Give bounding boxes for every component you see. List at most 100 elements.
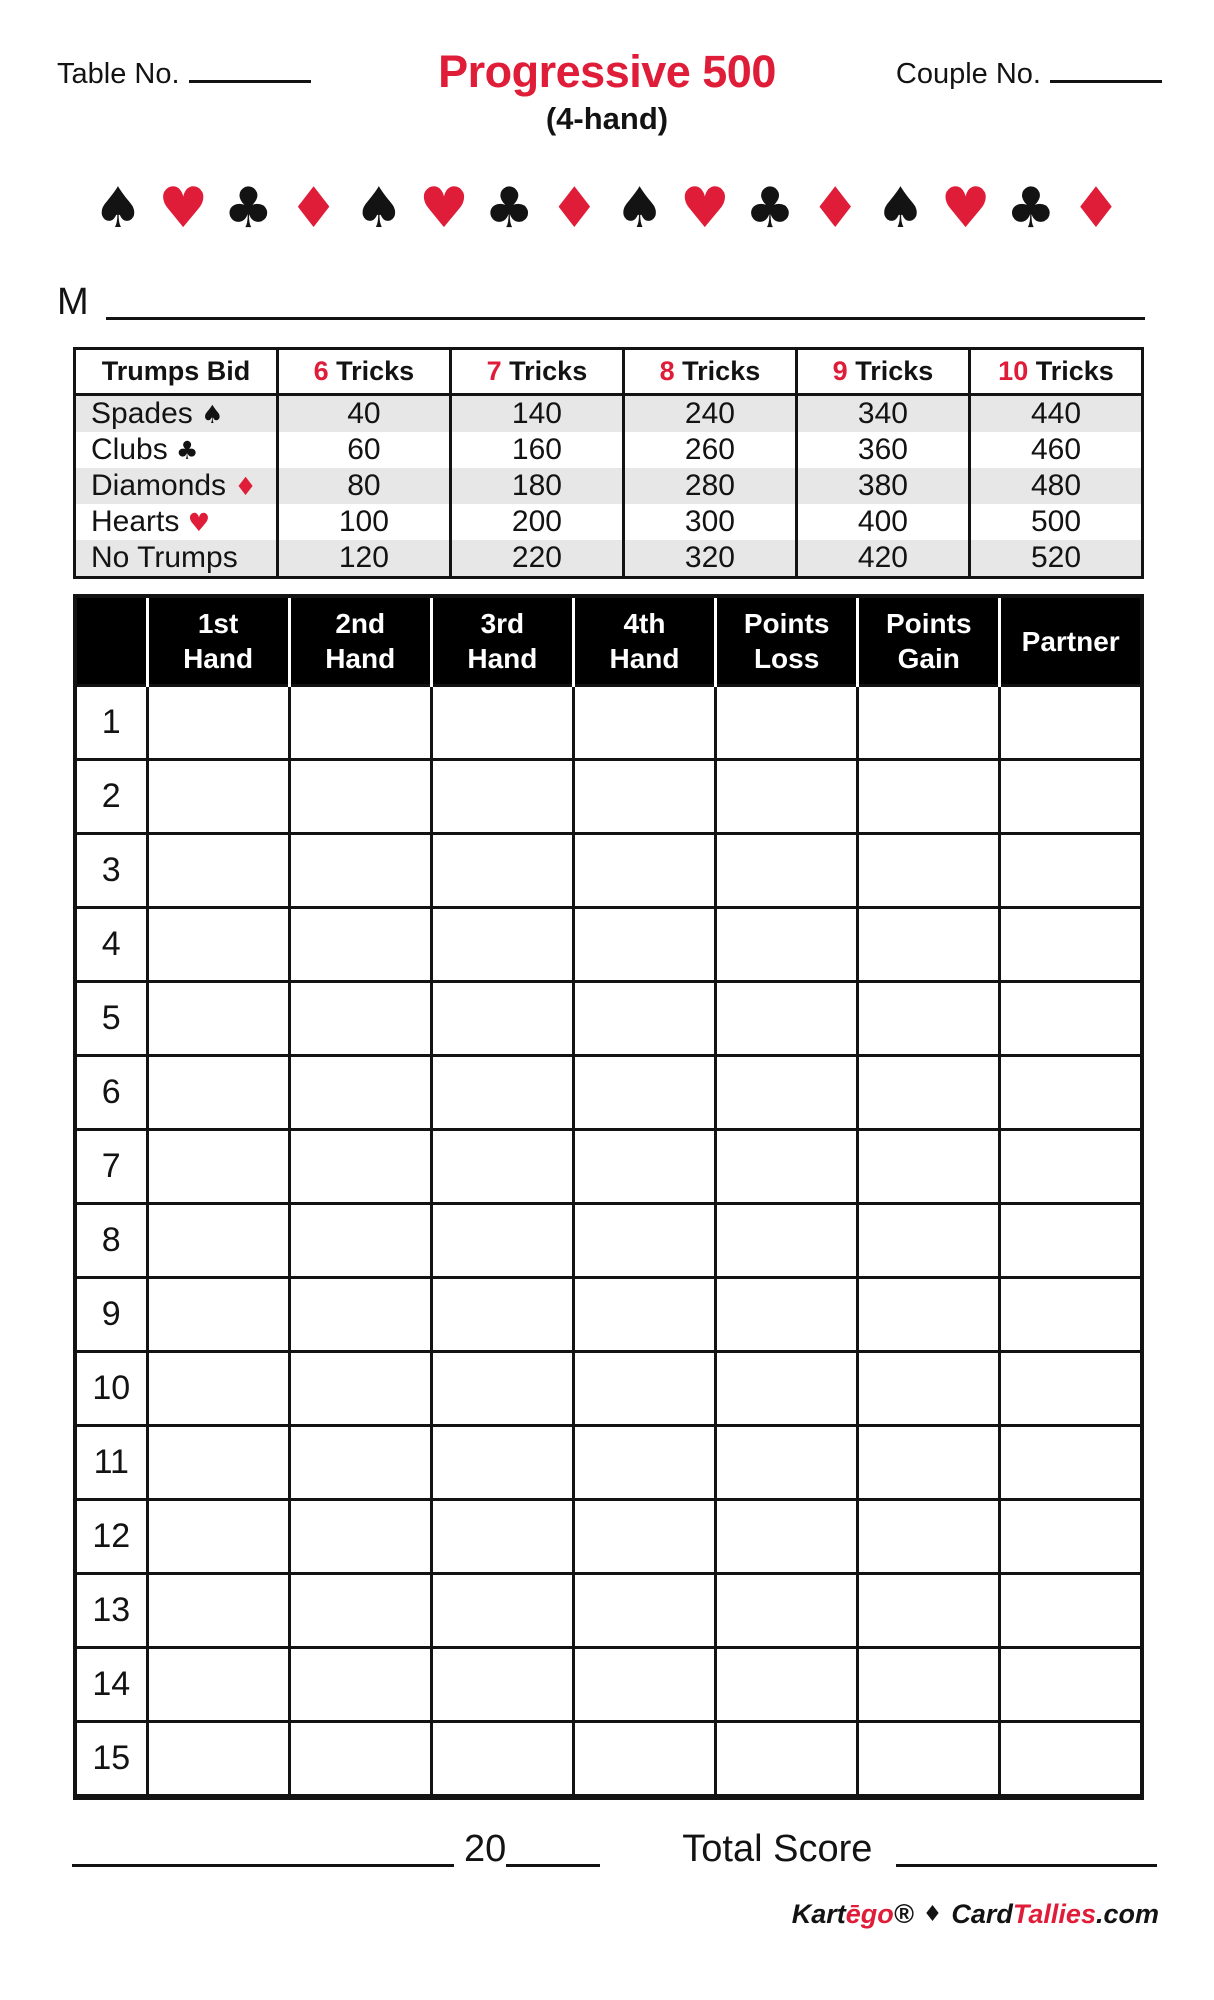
score-cell[interactable] [856,1646,1002,1723]
score-cell[interactable] [145,1350,291,1427]
score-cell[interactable] [287,1128,433,1205]
score-cell[interactable] [287,906,433,983]
score-cell[interactable] [145,1572,291,1649]
score-cell[interactable] [998,1498,1144,1575]
table-no-input-line[interactable] [188,78,311,83]
score-cell[interactable] [429,684,575,761]
score-cell[interactable] [571,1276,718,1353]
score-cell[interactable] [145,1276,291,1353]
score-cell[interactable] [287,832,433,909]
score-cell[interactable] [287,1498,433,1575]
score-cell[interactable] [998,1202,1144,1279]
score-cell[interactable] [856,1720,1002,1799]
score-cell[interactable] [998,1424,1144,1501]
score-cell[interactable] [856,1276,1002,1353]
score-cell[interactable] [145,684,291,761]
score-cell[interactable] [714,1350,860,1427]
score-cell[interactable] [287,1424,433,1501]
score-cell[interactable] [287,684,433,761]
score-cell[interactable] [145,906,291,983]
score-cell[interactable] [429,906,575,983]
score-cell[interactable] [714,1498,860,1575]
score-cell[interactable] [571,684,718,761]
score-cell[interactable] [429,980,575,1057]
score-cell[interactable] [998,758,1144,835]
score-cell[interactable] [287,1054,433,1131]
score-cell[interactable] [856,1498,1002,1575]
score-cell[interactable] [429,832,575,909]
score-cell[interactable] [856,1350,1002,1427]
score-cell[interactable] [571,1128,718,1205]
score-cell[interactable] [429,1054,575,1131]
score-cell[interactable] [145,1054,291,1131]
score-cell[interactable] [429,1350,575,1427]
score-cell[interactable] [429,1498,575,1575]
score-cell[interactable] [429,1202,575,1279]
score-cell[interactable] [571,1054,718,1131]
couple-no-input-line[interactable] [1050,78,1162,83]
score-cell[interactable] [145,832,291,909]
score-cell[interactable] [998,832,1144,909]
score-cell[interactable] [856,758,1002,835]
score-cell[interactable] [714,1276,860,1353]
score-cell[interactable] [998,684,1144,761]
score-cell[interactable] [714,1646,860,1723]
score-cell[interactable] [714,832,860,909]
score-cell[interactable] [287,1350,433,1427]
score-cell[interactable] [145,1720,291,1799]
score-cell[interactable] [998,1128,1144,1205]
score-cell[interactable] [287,1276,433,1353]
score-cell[interactable] [998,1276,1144,1353]
score-cell[interactable] [998,1350,1144,1427]
score-cell[interactable] [571,832,718,909]
score-cell[interactable] [998,1572,1144,1649]
score-cell[interactable] [429,1128,575,1205]
score-cell[interactable] [998,1720,1144,1799]
score-cell[interactable] [714,1202,860,1279]
score-cell[interactable] [571,1572,718,1649]
total-score-input-line[interactable] [896,1864,1157,1867]
score-cell[interactable] [287,1646,433,1723]
score-cell[interactable] [145,980,291,1057]
year-input-line[interactable] [506,1864,601,1867]
score-cell[interactable] [429,1276,575,1353]
score-cell[interactable] [856,1202,1002,1279]
score-cell[interactable] [429,1572,575,1649]
score-cell[interactable] [998,980,1144,1057]
score-cell[interactable] [571,906,718,983]
date-input-line[interactable] [72,1864,454,1867]
score-cell[interactable] [145,1202,291,1279]
score-cell[interactable] [287,1572,433,1649]
score-cell[interactable] [714,1128,860,1205]
score-cell[interactable] [998,906,1144,983]
score-cell[interactable] [429,1424,575,1501]
score-cell[interactable] [856,1128,1002,1205]
score-cell[interactable] [714,1720,860,1799]
score-cell[interactable] [571,1720,718,1799]
score-cell[interactable] [145,1128,291,1205]
score-cell[interactable] [287,1202,433,1279]
score-cell[interactable] [287,758,433,835]
score-cell[interactable] [145,1424,291,1501]
score-cell[interactable] [856,1572,1002,1649]
score-cell[interactable] [429,1720,575,1799]
score-cell[interactable] [287,1720,433,1799]
score-cell[interactable] [571,758,718,835]
score-cell[interactable] [714,1572,860,1649]
score-cell[interactable] [856,1054,1002,1131]
score-cell[interactable] [571,1350,718,1427]
score-cell[interactable] [429,1646,575,1723]
score-cell[interactable] [856,684,1002,761]
score-cell[interactable] [571,1498,718,1575]
score-cell[interactable] [287,980,433,1057]
score-cell[interactable] [714,906,860,983]
score-cell[interactable] [714,1424,860,1501]
score-cell[interactable] [145,758,291,835]
score-cell[interactable] [856,1424,1002,1501]
score-cell[interactable] [714,758,860,835]
score-cell[interactable] [714,684,860,761]
score-cell[interactable] [145,1498,291,1575]
score-cell[interactable] [571,1424,718,1501]
score-cell[interactable] [714,980,860,1057]
score-cell[interactable] [856,980,1002,1057]
